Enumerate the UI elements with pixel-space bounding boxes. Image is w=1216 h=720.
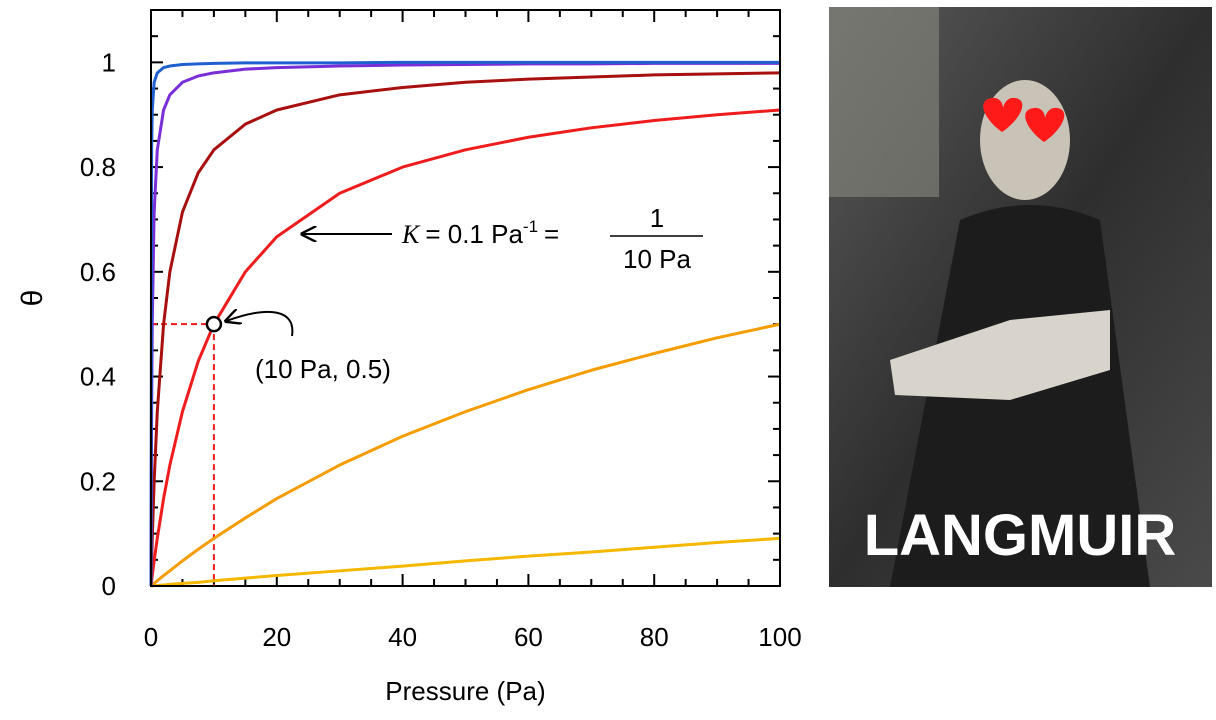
curve <box>150 322 781 588</box>
curve <box>149 71 781 587</box>
curve <box>149 108 781 587</box>
y-tick-label: 0.2 <box>80 466 116 496</box>
y-tick-label: 0.8 <box>80 152 116 182</box>
heart <box>983 97 1023 132</box>
x-tick-label: 100 <box>758 622 801 652</box>
fraction-denominator: 10 Pa <box>623 244 691 274</box>
y-tick-label: 0.4 <box>80 362 116 392</box>
plot-frame <box>150 9 781 587</box>
annotation-exponent: -1 <box>523 217 538 236</box>
photo-book <box>890 310 1110 400</box>
fraction-numerator: 1 <box>650 203 664 233</box>
curve <box>149 61 780 587</box>
x-tick-label: 60 <box>514 622 543 652</box>
y-tick-label: 0.6 <box>80 257 116 287</box>
point-marker <box>205 315 223 333</box>
y-tick-label: 1 <box>102 47 116 77</box>
y-tick-label: 0 <box>102 571 116 601</box>
x-tick-label: 80 <box>640 622 669 652</box>
x-axis-label: Pressure (Pa) <box>385 676 545 706</box>
curve <box>150 536 781 588</box>
annotation-equals: = <box>544 219 559 249</box>
annotation: K = 0.1 Pa-1 = <box>401 217 559 249</box>
annotation-arrow <box>226 312 294 337</box>
annotation-symbol: K <box>401 220 421 249</box>
heart <box>1025 107 1065 142</box>
photo-caption: LANGMUIR <box>864 503 1177 568</box>
point-label: (10 Pa, 0.5) <box>255 354 391 384</box>
x-tick-label: 20 <box>262 622 291 652</box>
x-tick-label: 40 <box>388 622 417 652</box>
photo-wall <box>829 7 939 197</box>
annotation-text: = 0.1 Pa <box>425 219 523 249</box>
x-tick-label: 0 <box>144 622 158 652</box>
curve <box>149 60 780 587</box>
y-axis-label: θ <box>16 290 49 307</box>
photo: LANGMUIR <box>829 7 1212 587</box>
